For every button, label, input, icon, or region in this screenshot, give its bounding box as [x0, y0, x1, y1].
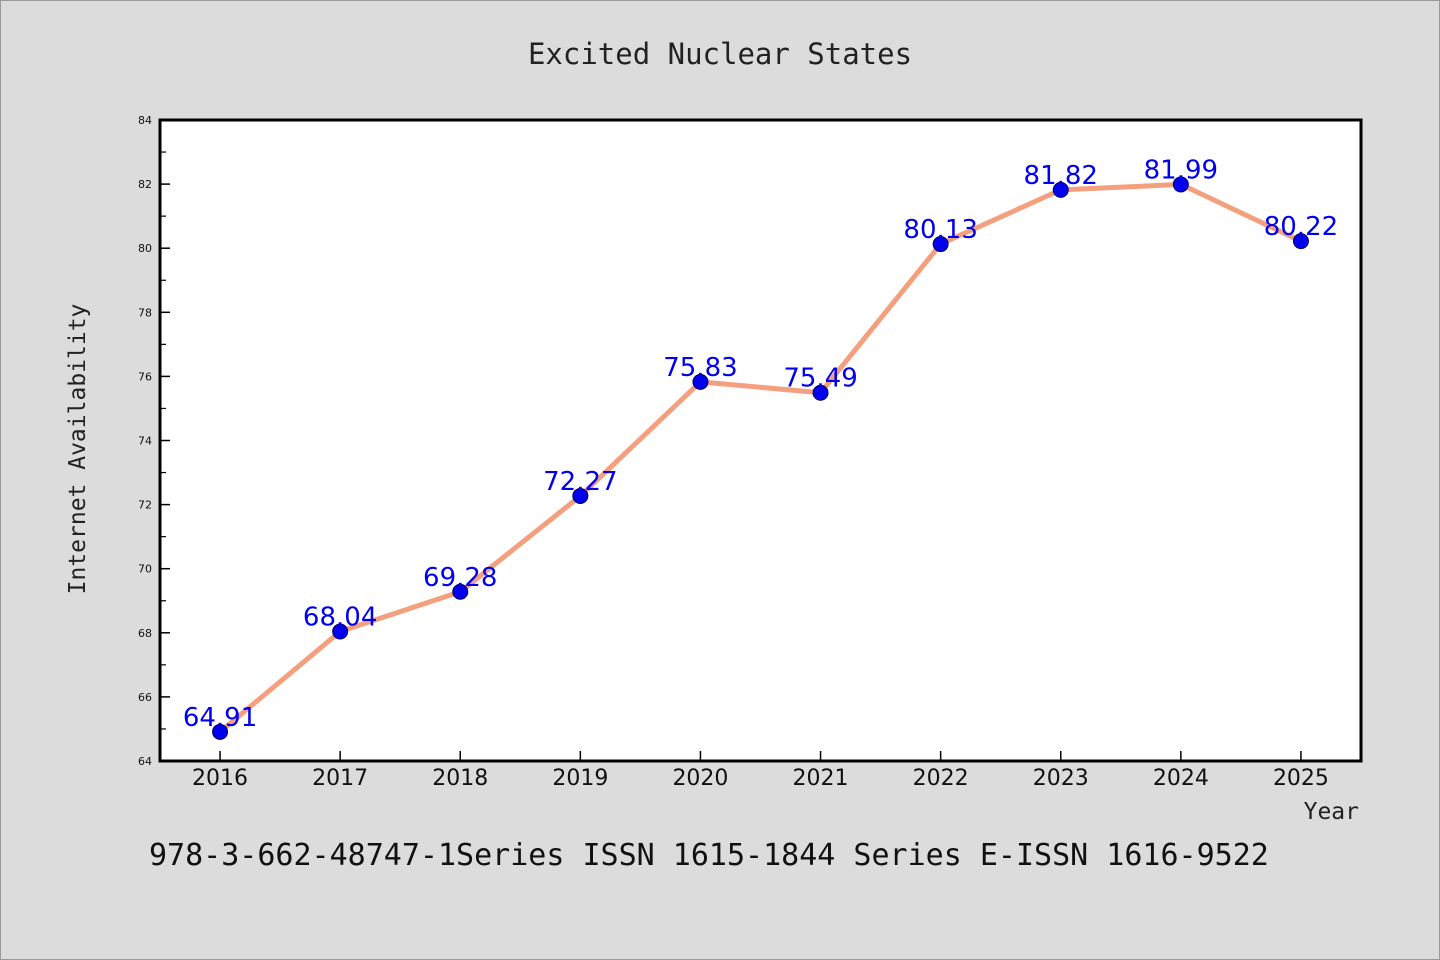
- y-tick-label: 66: [138, 691, 152, 704]
- x-axis: 2016 2017 2018 2019 2020 2021 2022 2023 2024 2025: [192, 751, 1329, 791]
- data-point: [452, 583, 469, 600]
- data-point: [572, 487, 589, 504]
- data-label: 81.99: [1144, 155, 1218, 185]
- data-point: [212, 723, 229, 740]
- data-point: [812, 384, 829, 401]
- data-label: 75.49: [783, 364, 857, 394]
- data-point: [332, 623, 349, 640]
- x-axis-label: Year: [1304, 799, 1359, 825]
- data-label: 72.27: [543, 467, 617, 497]
- markers: [212, 176, 1309, 740]
- data-label: 80.22: [1264, 212, 1338, 242]
- data-point: [1052, 181, 1069, 198]
- y-axis-label: Internet Availability: [65, 304, 91, 595]
- series-line: [217, 181, 1304, 735]
- plot-area: [158, 118, 1363, 763]
- data-label: 80.13: [903, 215, 977, 245]
- data-labels: 64.91 68.04 69.28 72.27 75.83 75.49 80.13 81.82…: [183, 155, 1338, 732]
- y-tick-label: 78: [138, 306, 152, 319]
- x-tick-label: 2020: [672, 766, 728, 791]
- y-tick-label: 76: [138, 370, 152, 383]
- y-tick-label: 64: [138, 755, 152, 768]
- x-tick-label: 2017: [312, 766, 368, 791]
- data-point: [692, 373, 709, 390]
- y-tick-label: 70: [138, 563, 152, 576]
- data-point: [1172, 176, 1189, 193]
- y-tick-label: 80: [138, 242, 152, 255]
- data-label: 64.91: [183, 703, 257, 733]
- y-tick-label: 72: [138, 499, 152, 512]
- x-tick-label: 2016: [192, 766, 248, 791]
- y-tick-label: 68: [138, 627, 152, 640]
- y-axis: 64 66 68 70 72 74 76 78 80 82 84: [138, 114, 170, 768]
- footer-text: 978-3-662-48747-1Series ISSN 1615-1844 S…: [149, 838, 1269, 873]
- data-label: 81.82: [1024, 161, 1098, 191]
- y-tick-label: 82: [138, 178, 152, 191]
- x-tick-label: 2019: [552, 766, 608, 791]
- data-point: [932, 236, 949, 253]
- data-point: [1292, 233, 1309, 250]
- x-tick-label: 2023: [1033, 766, 1089, 791]
- x-tick-label: 2024: [1153, 766, 1209, 791]
- x-tick-label: 2025: [1273, 766, 1329, 791]
- y-tick-label: 84: [138, 114, 152, 127]
- x-tick-label: 2018: [432, 766, 488, 791]
- data-label: 69.28: [423, 563, 497, 593]
- y-tick-label: 74: [138, 435, 152, 448]
- data-label: 75.83: [663, 353, 737, 383]
- x-tick-label: 2021: [793, 766, 849, 791]
- data-label: 68.04: [303, 603, 377, 633]
- x-tick-label: 2022: [913, 766, 969, 791]
- chart-title: Excited Nuclear States: [528, 37, 912, 71]
